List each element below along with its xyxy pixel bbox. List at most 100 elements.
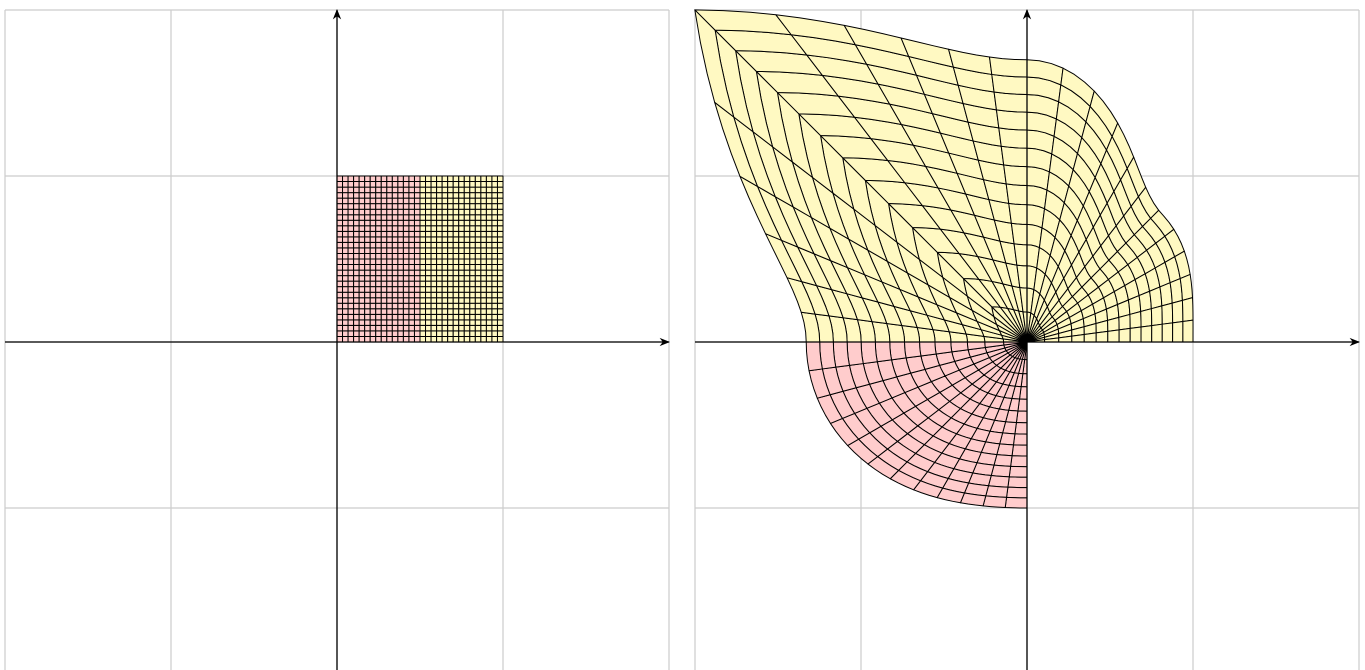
mesh-cell [369,269,377,277]
mesh-cell [436,197,443,205]
mesh-cell [441,225,449,232]
mesh-cell [347,280,355,288]
mesh-cell [441,175,449,183]
mesh-cell [469,186,476,194]
mesh-cell [469,319,476,326]
mesh-cell [496,275,504,282]
mesh-cell [402,247,410,254]
mesh-cell [447,297,454,304]
mesh-cell [805,341,823,372]
mesh-cell [452,236,460,243]
mesh-cell [402,225,410,232]
mesh-cell [419,225,427,232]
mesh-cell [491,192,498,199]
mesh-cell [386,181,393,188]
mesh-cell [452,280,460,288]
mesh-cell [397,225,404,232]
mesh-cell [408,258,415,266]
mesh-cell [347,208,355,216]
mesh-cell [469,335,476,343]
mesh-cell [441,203,449,210]
mesh-cell [391,219,399,227]
mesh-cell [425,247,432,254]
mesh-cell [904,341,922,359]
mesh-cell [474,324,482,332]
mesh-cell [386,214,393,221]
mesh-cell [474,230,482,238]
mesh-cell [463,192,471,199]
mesh-cell [408,203,415,210]
mesh-cell [496,313,504,321]
mesh-cell [353,308,360,315]
mesh-cell [491,208,498,216]
mesh-cell [1151,323,1163,343]
mesh-cell [998,127,1028,149]
mesh-cell [485,225,493,232]
mesh-cell [342,219,349,227]
mesh-cell [425,319,432,326]
mesh-cell [425,230,432,238]
mesh-cell [436,252,443,260]
mesh-cell [458,203,465,210]
mesh-cell [1179,273,1194,301]
mesh-cell [436,208,443,216]
mesh-cell [436,335,443,343]
mesh-cell [480,225,487,232]
mesh-cell [469,219,476,227]
mesh-cell [425,175,432,183]
mesh-cell [436,214,443,221]
mesh-cell [458,308,465,315]
mesh-cell [485,247,493,254]
mesh-cell [474,186,482,194]
mesh-cell [413,208,421,216]
mesh-cell [480,197,487,205]
mesh-cell [458,225,465,232]
mesh-cell [369,275,377,282]
mesh-cell [347,186,355,194]
mesh-cell [458,175,465,183]
mesh-cell [358,319,366,326]
mesh-cell [425,219,432,227]
mesh-cell [402,324,410,332]
mesh-cell [342,252,349,260]
mesh-cell [402,175,410,183]
mesh-cell [391,264,399,271]
mesh-cell [391,208,399,216]
mesh-cell [336,330,344,337]
mesh-cell [369,186,377,194]
mesh-cell [985,485,1009,498]
mesh-cell [425,252,432,260]
mesh-cell [342,302,349,310]
mesh-cell [408,230,415,238]
mesh-cell [463,258,471,266]
mesh-cell [353,330,360,337]
mesh-cell [441,219,449,227]
mesh-cell [358,236,366,243]
mesh-cell [358,286,366,293]
mesh-cell [491,175,498,183]
mesh-cell [419,236,427,243]
mesh-cell [336,308,344,315]
mesh-cell [386,247,393,254]
mesh-cell [463,247,471,254]
mesh-cell [364,247,371,254]
mesh-cell [380,302,388,310]
mesh-cell [441,330,449,337]
mesh-cell [408,313,415,321]
mesh-cell [353,319,360,326]
mesh-cell [480,252,487,260]
mesh-cell [397,247,404,254]
mesh-cell [447,197,454,205]
mesh-cell [1181,297,1194,322]
mesh-cell [425,335,432,343]
mesh-cell [391,192,399,199]
mesh-cell [397,252,404,260]
mesh-cell [496,197,504,205]
mesh-cell [386,186,393,194]
mesh-cell [342,308,349,315]
mesh-cell [474,225,482,232]
mesh-cell [408,280,415,288]
mesh-cell [364,219,371,227]
mesh-cell [386,297,393,304]
